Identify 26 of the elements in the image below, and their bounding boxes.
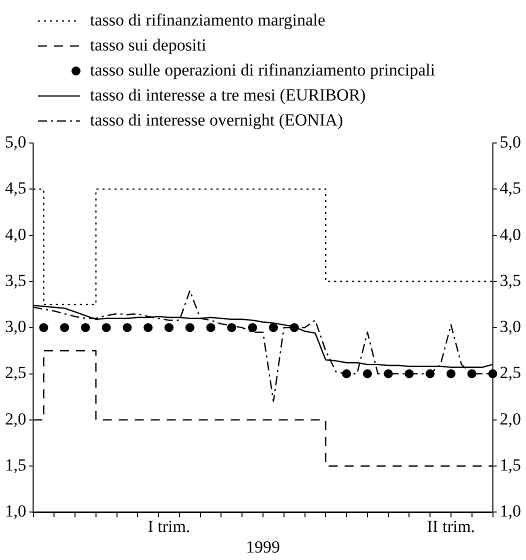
y2-tick-label: 3,0 (500, 317, 521, 336)
y2-tick-label: 1,5 (500, 456, 521, 475)
legend-label: tasso di interesse a tre mesi (EURIBOR) (90, 85, 366, 104)
y-tick-label: 2,0 (5, 409, 26, 428)
y-tick-label: 5,0 (5, 132, 26, 152)
y2-tick-label: 4,5 (500, 178, 521, 198)
y2-tick-label: 2,5 (500, 363, 521, 382)
legend-label: tasso di interesse overnight (EONIA) (90, 110, 344, 130)
y-tick-label: 4,5 (5, 178, 26, 198)
y2-tick-label: 4,0 (500, 224, 521, 244)
y2-tick-label: 2,0 (500, 409, 521, 428)
y2-tick-label: 1,0 (500, 502, 521, 521)
legend-label: tasso sulle operazioni di rifinanziamento principali (90, 60, 436, 80)
y-tick-label: 3,0 (5, 317, 26, 336)
y-tick-label: 1,5 (5, 456, 26, 475)
y-tick-label: 1,0 (5, 502, 26, 521)
y-tick-label: 3,5 (5, 270, 26, 290)
legend-label: tasso sui depositi (90, 35, 206, 54)
y-tick-label: 2,5 (5, 363, 26, 382)
legend-label: tasso di rifinanziamento marginale (90, 10, 326, 30)
y2-tick-label: 3,5 (500, 270, 521, 290)
y2-tick-label: 5,0 (500, 132, 521, 152)
x-tick-label: I trim. (148, 516, 190, 536)
x-axis-title: 1999 (246, 537, 280, 556)
y-tick-label: 4,0 (5, 224, 26, 244)
x-tick-label: II trim. (426, 516, 476, 536)
